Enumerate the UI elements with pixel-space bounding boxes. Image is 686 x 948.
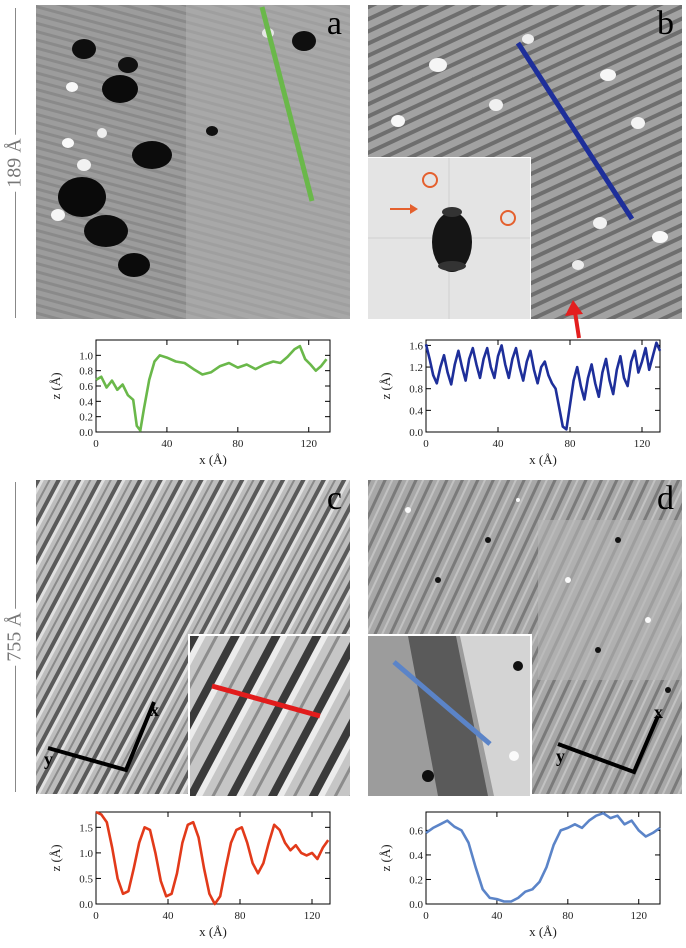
y-tick-label-c: 1.0 <box>79 848 93 860</box>
scale-bar-bottom-label: 755 Å <box>1 608 29 666</box>
y-tick-label-b: 1.6 <box>409 340 423 352</box>
x-tick-label-c: 40 <box>163 910 175 922</box>
y-tick-label-c: 0.5 <box>79 873 93 885</box>
y-axis-label-d: z (Å) <box>378 844 393 871</box>
fft-arrow-head <box>410 204 418 214</box>
fft-spot-circle-2 <box>500 210 516 226</box>
y-tick-label-c: 1.5 <box>79 822 93 834</box>
y-tick-label-a: 0.4 <box>79 396 93 408</box>
y-tick-label-b: 0.8 <box>409 384 423 396</box>
y-tick-label-d: 0.4 <box>409 850 423 862</box>
y-axis-label-b: z (Å) <box>378 372 393 399</box>
profile-series-b <box>424 341 662 431</box>
x-tick-label-a: 40 <box>161 438 173 450</box>
scale-bar-top: 189 Å <box>0 8 30 318</box>
x-tick-label-c: 80 <box>235 910 247 922</box>
y-tick-label-c: 0.0 <box>79 899 93 911</box>
axis-y-label-c: y <box>44 749 53 769</box>
profile-series-a <box>95 344 328 432</box>
y-axis-label-c: z (Å) <box>48 844 63 871</box>
fft-spot-circle-1 <box>422 172 438 188</box>
x-tick-label-c: 120 <box>304 910 321 922</box>
y-tick-label-a: 0.2 <box>79 412 93 424</box>
y-tick-label-d: 0.2 <box>409 874 423 886</box>
axes-arrows-d <box>557 715 660 775</box>
x-axis-label-c: x (Å) <box>199 924 227 939</box>
plot-frame-a <box>95 339 331 433</box>
line-profile-chart-b: 0.0 0.4 0.8 1.2 1.6 0 40 80 120 x (Å) z (Å) <box>378 339 662 467</box>
x-axis-label-b: x (Å) <box>529 452 557 467</box>
y-tick-label-b: 0.4 <box>409 405 423 417</box>
panel-label-b: b <box>657 5 674 42</box>
fft-inset-graphic <box>368 158 530 319</box>
line-profile-chart-c: 0.0 0.5 1.0 1.5 0 40 80 120 x (Å) z (Å) <box>48 810 331 939</box>
y-tick-label-a: 1.0 <box>79 350 93 362</box>
scale-bar-top-label: 189 Å <box>1 134 29 192</box>
x-tick-label-d: 120 <box>630 910 647 922</box>
panel-label-a: a <box>326 5 342 42</box>
x-tick-label-b: 40 <box>493 438 505 450</box>
plot-frame-b <box>425 339 661 433</box>
y-tick-label-a: 0.6 <box>79 381 93 393</box>
profile-line-a <box>259 6 315 202</box>
line-profile-chart-d: 0.0 0.2 0.4 0.6 0 40 80 120 x (Å) z (Å) <box>378 811 661 939</box>
y-axis-label-a: z (Å) <box>48 372 63 399</box>
panel-label-d: d <box>657 480 674 517</box>
y-tick-label-d: 0.0 <box>409 899 423 911</box>
zoom-inset-c <box>188 634 352 798</box>
y-tick-label-a: 0.8 <box>79 366 93 378</box>
y-tick-label-b: 1.2 <box>409 362 423 374</box>
x-tick-label-d: 0 <box>423 910 429 922</box>
y-tick-label-d: 0.6 <box>409 825 423 837</box>
x-tick-label-d: 40 <box>491 910 503 922</box>
axis-y-label-d: y <box>556 746 565 766</box>
axis-x-label-c: x <box>150 700 159 720</box>
line-profile-chart-a: 0.0 0.2 0.4 0.6 0.8 1.0 0 40 80 120 x (Å) z (Å) <box>48 339 331 467</box>
panel-label-c: c <box>326 480 342 517</box>
x-tick-label-a: 80 <box>232 438 244 450</box>
x-tick-label-b: 80 <box>565 438 577 450</box>
profile-line-b <box>515 41 635 221</box>
stm-image-a: a <box>36 5 350 319</box>
plot-frame-c <box>95 811 331 905</box>
zoom-inset-c-graphic <box>190 636 350 796</box>
scale-bar-bottom: 755 Å <box>0 482 30 792</box>
x-tick-label-d: 80 <box>562 910 574 922</box>
x-tick-label-b: 120 <box>634 438 651 450</box>
profile-series-c <box>95 810 330 906</box>
y-tick-label-b: 0.0 <box>409 427 423 439</box>
axes-arrows-c <box>47 701 156 773</box>
zoom-inset-d <box>368 634 532 796</box>
x-tick-label-b: 0 <box>423 438 429 450</box>
x-tick-label-c: 0 <box>93 910 99 922</box>
profile-series-d <box>425 811 661 903</box>
x-axis-label-a: x (Å) <box>199 452 227 467</box>
stm-image-a-graphic <box>36 5 350 319</box>
axis-x-label-d: x <box>654 702 663 722</box>
plot-frame-d <box>425 811 661 905</box>
y-tick-label-a: 0.0 <box>79 427 93 439</box>
profile-line-d <box>392 660 492 746</box>
zoom-inset-d-graphic <box>368 636 530 796</box>
x-tick-label-a: 0 <box>93 438 99 450</box>
x-tick-label-a: 120 <box>300 438 317 450</box>
red-arrow <box>565 300 583 339</box>
x-axis-label-d: x (Å) <box>529 924 557 939</box>
fft-inset-b <box>368 157 531 319</box>
profile-line-c <box>211 683 321 719</box>
